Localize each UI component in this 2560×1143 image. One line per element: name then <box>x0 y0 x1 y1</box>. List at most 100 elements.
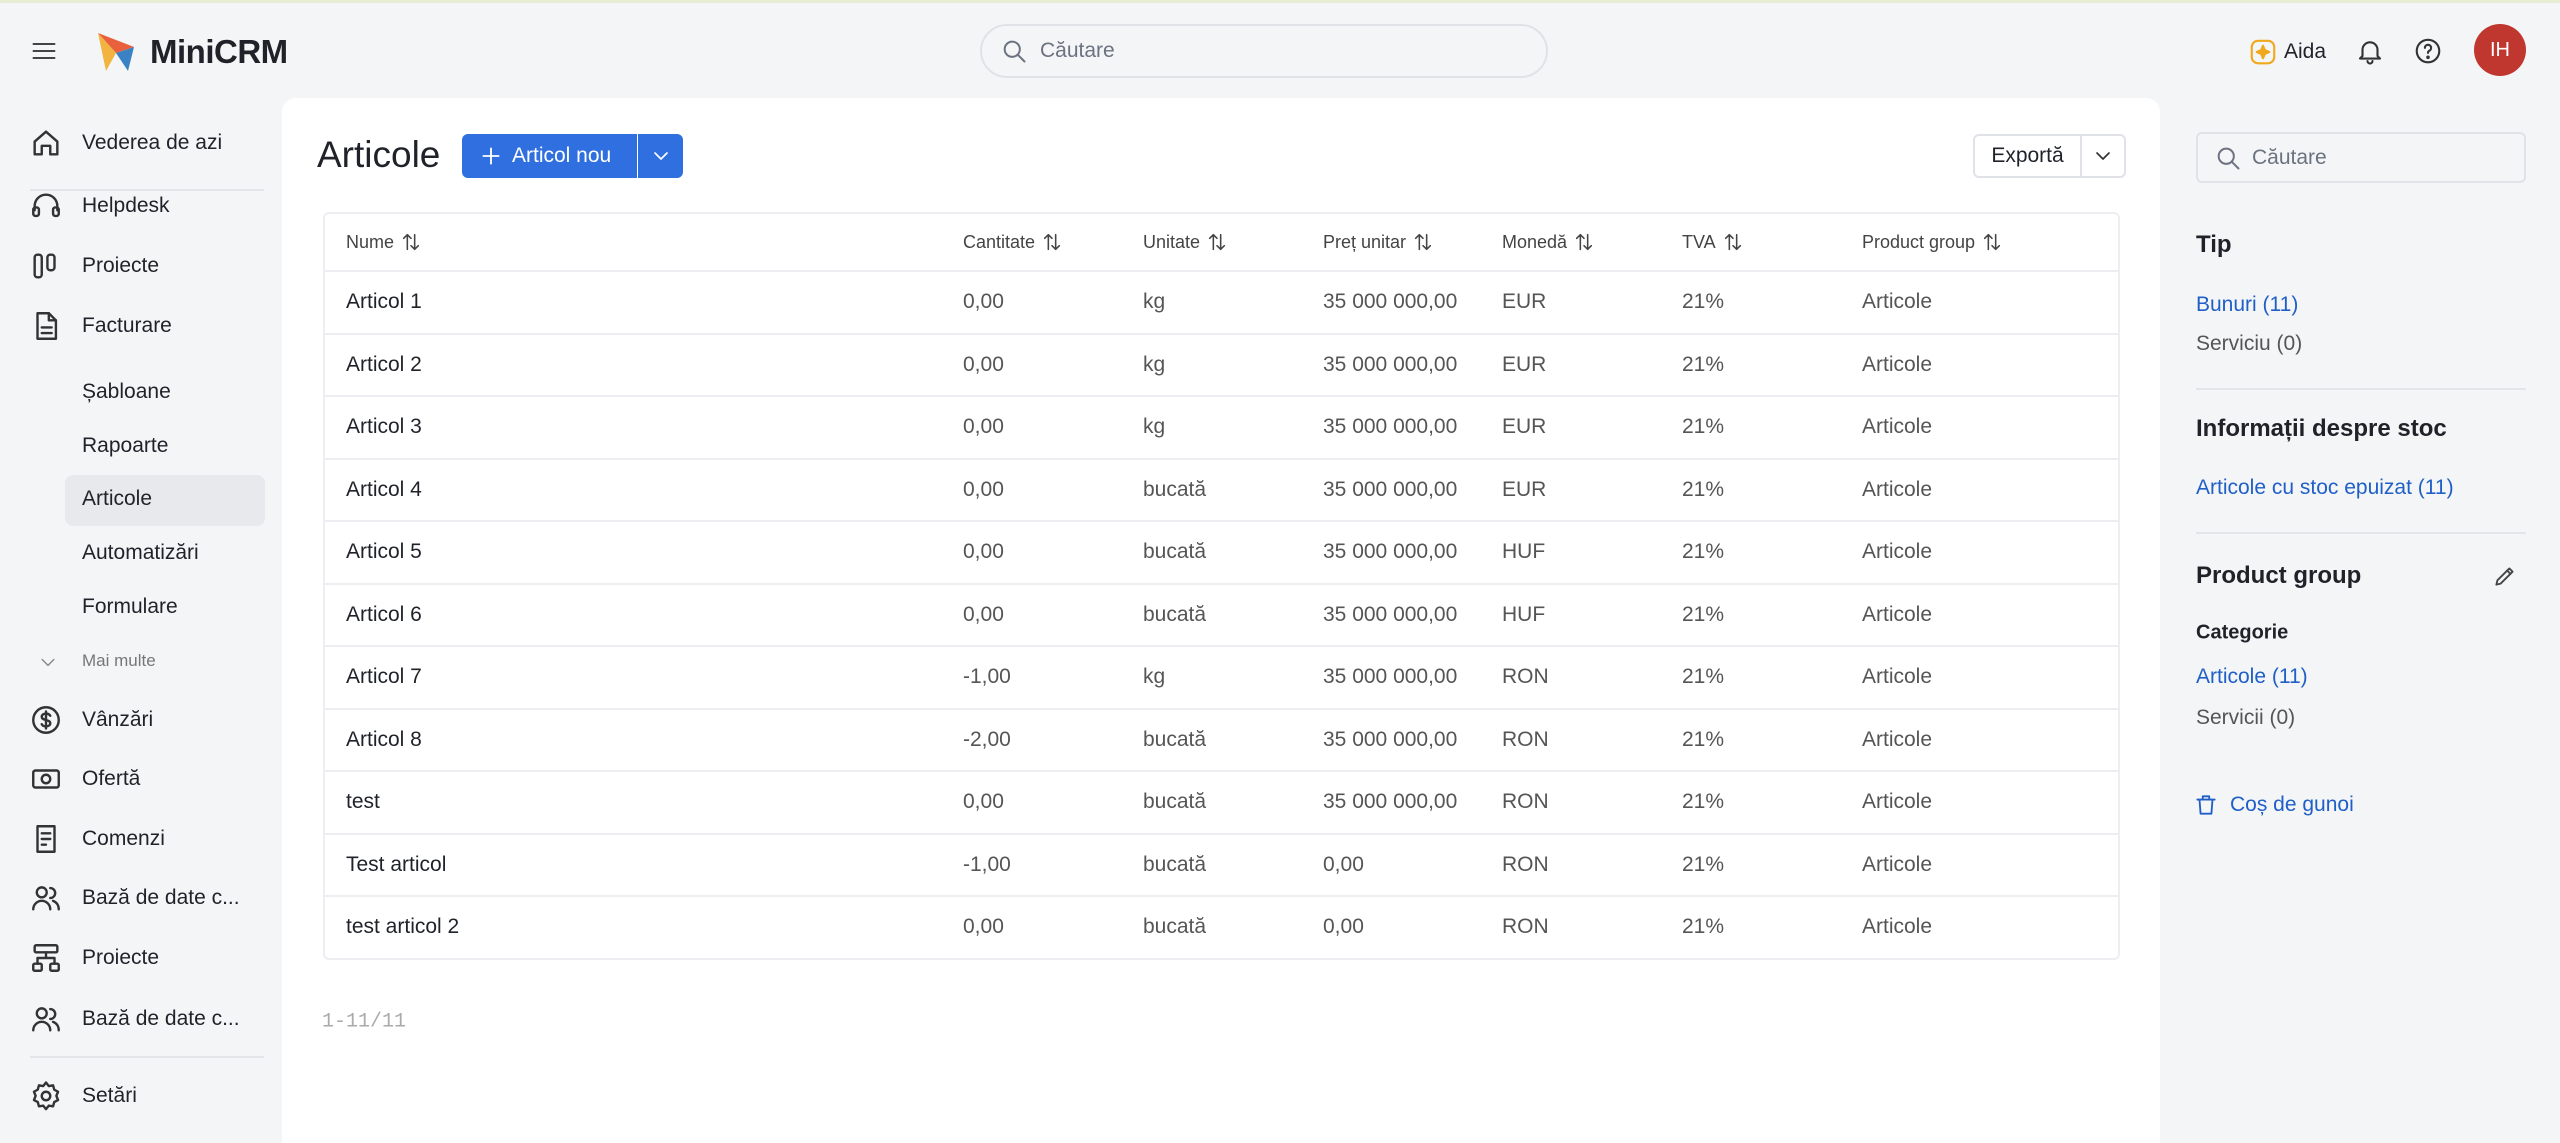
pagination: 1-11/11 <box>322 1010 407 1034</box>
table-cell: 21% <box>1682 477 1725 501</box>
filter-option[interactable]: Articole cu stoc epuizat (11) <box>2196 476 2454 499</box>
table-cell[interactable]: Articol 6 <box>346 602 422 626</box>
active-highlight <box>65 475 265 526</box>
table-cell: bucată <box>1143 915 1207 938</box>
nav-icon <box>29 762 63 796</box>
logo-text: MiniCRM <box>150 33 288 70</box>
nav-item[interactable]: Proiecte <box>82 254 160 277</box>
nav-subitem[interactable]: Articole <box>82 487 153 510</box>
icon <box>98 33 134 71</box>
table-cell: Articole <box>1862 727 1933 751</box>
table-cell[interactable]: Articol 3 <box>346 415 422 438</box>
nav-item[interactable]: Setări <box>82 1084 137 1107</box>
filter-search[interactable]: Căutare <box>2196 132 2526 183</box>
nav-item[interactable]: Comenzi <box>82 827 165 850</box>
export-label: Exportă <box>1991 144 2064 167</box>
export-dropdown[interactable] <box>2080 134 2126 178</box>
column-header[interactable]: Preț unitar <box>1323 231 1434 253</box>
top-search[interactable]: Căutare <box>980 24 1548 78</box>
avatar[interactable]: IH <box>2474 24 2526 76</box>
table-cell: 21% <box>1682 602 1725 626</box>
nav-item[interactable]: Proiecte <box>82 946 160 969</box>
filter-option[interactable]: Articole (11) <box>2196 665 2308 688</box>
column-header[interactable]: Monedă <box>1502 231 1595 253</box>
icon <box>32 193 60 218</box>
table-cell: Articole <box>1862 290 1933 313</box>
row-divider <box>325 645 2118 647</box>
assistant-label[interactable]: Aida <box>2284 40 2327 63</box>
nav-subitem[interactable]: Automatizări <box>82 541 199 564</box>
filter-option[interactable]: Servicii (0) <box>2196 706 2296 729</box>
chevron-down <box>38 652 58 672</box>
column-header[interactable]: Nume <box>346 231 422 253</box>
table-cell: EUR <box>1502 352 1547 376</box>
icon <box>36 825 56 853</box>
icon <box>36 312 58 340</box>
bell-icon <box>2355 36 2385 66</box>
table-cell: bucată <box>1143 852 1207 876</box>
table-cell[interactable]: Articol 1 <box>346 290 422 313</box>
nav-icon <box>29 189 63 223</box>
new-button-label: Articol nou <box>512 144 612 167</box>
filter-option[interactable]: Serviciu (0) <box>2196 332 2303 355</box>
new-button-dropdown[interactable] <box>638 134 683 178</box>
table-cell: 21% <box>1682 790 1725 813</box>
icon <box>32 769 60 789</box>
table-cell[interactable]: Articol 7 <box>346 665 422 688</box>
trash-link[interactable]: Coș de gunoi <box>2230 793 2354 816</box>
icon <box>33 130 59 156</box>
nav-icon <box>29 309 63 343</box>
table-cell: kg <box>1143 665 1166 688</box>
nav-item[interactable]: Helpdesk <box>82 194 170 217</box>
table-cell: 0,00 <box>963 415 1004 438</box>
table-cell[interactable]: Articol 2 <box>346 352 422 376</box>
column-header[interactable]: Unitate <box>1143 231 1228 253</box>
nav-subitem[interactable]: Rapoarte <box>82 434 169 457</box>
trash-icon <box>2193 792 2219 818</box>
filter-heading: Product group <box>2196 562 2362 589</box>
icon <box>32 43 56 59</box>
filter-heading: Informații despre stoc <box>2196 415 2447 442</box>
table-cell[interactable]: Articol 5 <box>346 540 422 563</box>
column-header[interactable]: TVA <box>1682 231 1744 253</box>
aida-icon <box>2248 37 2278 67</box>
nav-item[interactable]: Vânzări <box>82 708 154 731</box>
column-header-label: Nume <box>346 231 395 252</box>
table-cell: 35 000 000,00 <box>1323 477 1458 501</box>
sort-icon <box>1573 231 1595 253</box>
nav-subitem[interactable]: Șabloane <box>82 380 171 403</box>
table-cell: 0,00 <box>963 352 1004 376</box>
nav-item[interactable]: Vederea de azi <box>82 131 223 154</box>
icon <box>1043 233 1061 251</box>
table-cell: 21% <box>1682 540 1725 563</box>
nav-item[interactable]: Facturare <box>82 314 172 337</box>
filter-option[interactable]: Bunuri (11) <box>2196 293 2299 316</box>
table-cell: 0,00 <box>1323 852 1364 876</box>
nav-item[interactable]: Bază de date c... <box>82 886 240 909</box>
icon <box>41 658 55 667</box>
nav-icon <box>29 1002 63 1036</box>
table-cell: Articole <box>1862 415 1933 438</box>
table-cell[interactable]: Test articol <box>346 852 447 876</box>
table-cell: bucată <box>1143 540 1207 563</box>
export-button[interactable]: Exportă <box>1973 134 2082 178</box>
nav-item[interactable]: Bază de date c... <box>82 1007 240 1030</box>
column-header-label: Unitate <box>1143 231 1201 252</box>
table-cell[interactable]: test articol 2 <box>346 915 460 938</box>
icon <box>2250 39 2276 65</box>
sort-icon <box>1412 231 1434 253</box>
table-cell: 21% <box>1682 852 1725 876</box>
table-cell[interactable]: Articol 8 <box>346 727 422 751</box>
divider <box>30 1056 264 1058</box>
nav-subitem[interactable]: Formulare <box>82 595 178 618</box>
column-header-label: Monedă <box>1502 231 1568 252</box>
nav-item[interactable]: Ofertă <box>82 767 141 790</box>
column-header[interactable]: Cantitate <box>963 231 1063 253</box>
table-cell[interactable]: Articol 4 <box>346 477 422 501</box>
logo-mark <box>92 27 140 75</box>
edit-icon <box>2492 563 2518 589</box>
column-header[interactable]: Product group <box>1862 231 2003 253</box>
table-cell[interactable]: test <box>346 790 380 813</box>
new-button[interactable]: Articol nou <box>462 134 637 178</box>
more-toggle[interactable]: Mai multe <box>82 651 156 670</box>
